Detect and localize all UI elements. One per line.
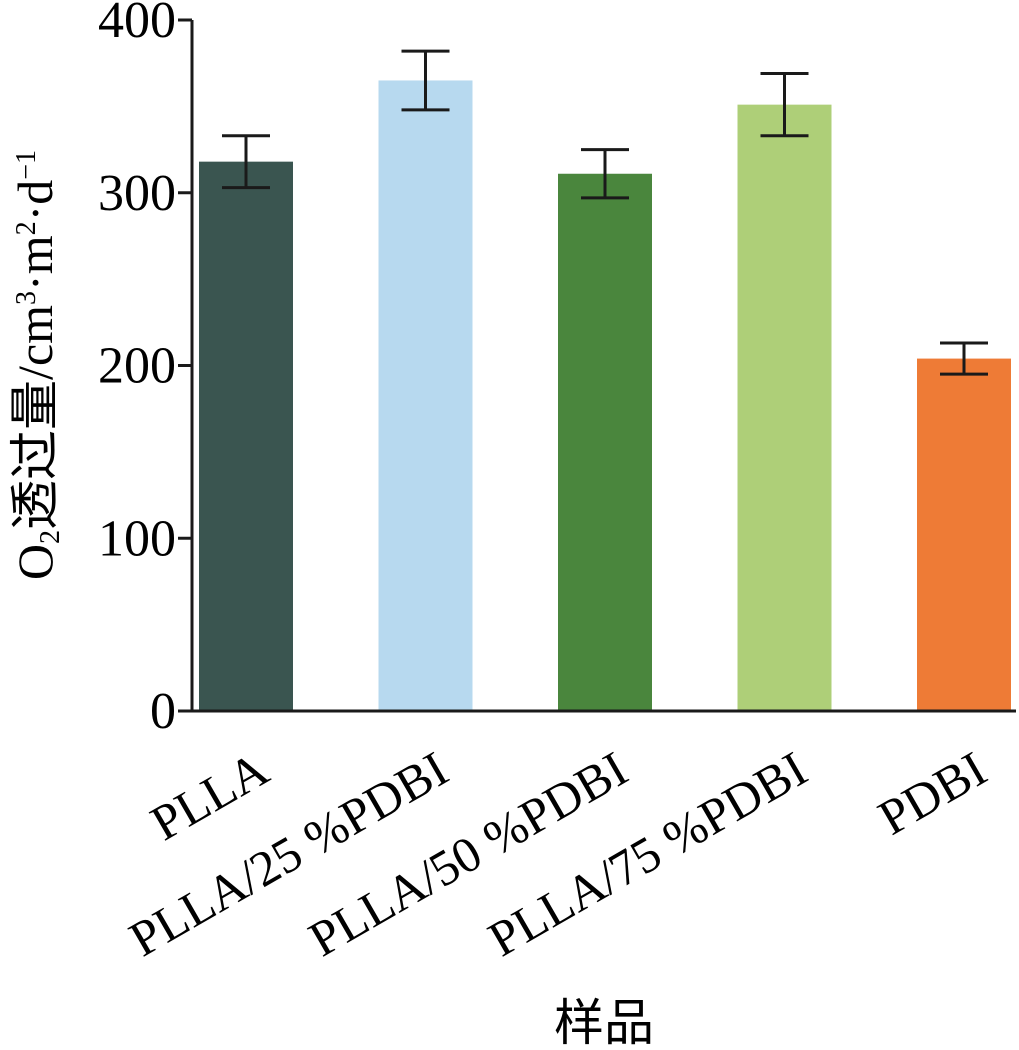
bars <box>199 80 1011 711</box>
y-ticks: 0 100 200 300 400 <box>98 0 192 740</box>
x-tick-label: PLLA/50 %PDBI <box>299 740 636 967</box>
bar <box>378 80 473 711</box>
bar <box>917 358 1011 711</box>
error-bar <box>401 49 450 112</box>
y-tick-label: 200 <box>98 338 176 395</box>
bar <box>199 161 293 711</box>
y-axis-title-part: 透过量/cm <box>7 305 63 530</box>
y-axis-title-part: −1 <box>11 150 42 180</box>
y-tick-label: 100 <box>98 510 176 567</box>
error-bars <box>222 49 988 376</box>
y-tick-label: 0 <box>150 683 176 740</box>
x-tick-label: PLLA/75 %PDBI <box>479 740 816 967</box>
x-axis-title: 样品 <box>554 995 654 1050</box>
error-bar <box>940 341 988 376</box>
y-axis-title-part: ·m <box>7 235 63 291</box>
x-tick-label: PLLA <box>141 740 277 851</box>
y-axis-title: O2透过量/cm3·m2·d−1 <box>7 150 66 580</box>
y-tick-label: 300 <box>98 165 176 222</box>
y-axis-title-part: 2 <box>35 530 66 544</box>
y-axis-title-part: O <box>7 544 63 580</box>
error-bar <box>581 148 629 200</box>
bar <box>558 173 652 711</box>
x-tick-label: PLLA/25 %PDBI <box>120 740 457 967</box>
x-tick-label: PDBI <box>869 740 996 845</box>
y-axis-title-part: 2 <box>11 221 42 235</box>
bar <box>737 104 832 711</box>
error-bar <box>760 72 809 138</box>
y-axis-title-text: O2透过量/cm3·m2·d−1 <box>7 150 66 580</box>
error-bar <box>222 134 270 190</box>
y-tick-label: 400 <box>98 0 176 49</box>
y-axis-title-part: 3 <box>11 291 42 305</box>
y-axis-title-part: ·d <box>7 180 63 222</box>
